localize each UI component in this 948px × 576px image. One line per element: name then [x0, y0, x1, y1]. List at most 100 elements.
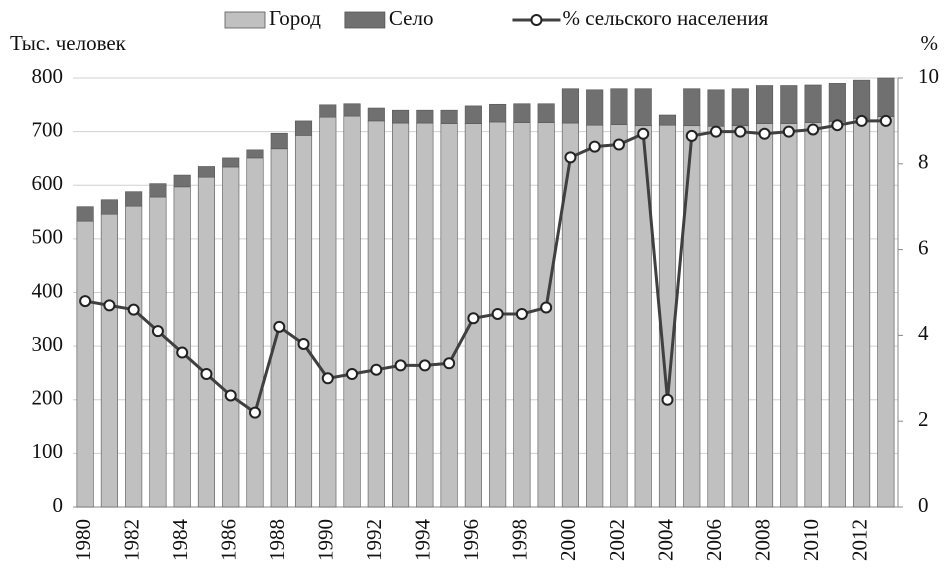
x-tick-label: 1980	[71, 519, 95, 561]
bar-segment	[828, 121, 846, 508]
bar-segment	[197, 166, 216, 178]
x-tick-label: 2012	[847, 519, 871, 561]
bar-segment	[367, 107, 385, 122]
bar-segment	[440, 123, 458, 508]
y-tick-label: 600	[32, 171, 64, 195]
bar-segment	[877, 77, 895, 117]
bar-segment	[780, 85, 798, 124]
bar-segment	[246, 157, 264, 508]
bar-segment	[222, 166, 240, 508]
bar-segment	[343, 115, 361, 508]
line-marker	[855, 114, 868, 127]
x-tick-label: 1990	[314, 519, 338, 561]
line-marker	[151, 325, 164, 338]
y2-tick-label: 10	[918, 64, 939, 88]
line-marker	[612, 138, 625, 151]
y2-tick-label: 2	[918, 407, 929, 431]
bar-segment	[100, 213, 118, 508]
line-marker	[782, 125, 795, 138]
line-marker	[248, 406, 261, 419]
y-tick-label: 800	[32, 64, 64, 88]
bar-segment	[513, 103, 531, 123]
y-tick-label: 200	[32, 386, 64, 410]
bar-segment	[707, 125, 725, 508]
legend-marker	[530, 14, 543, 26]
line-marker	[103, 299, 116, 312]
bar-segment	[780, 123, 798, 508]
line-marker	[418, 359, 431, 372]
y2-tick-label: 6	[918, 235, 929, 259]
bar-segment	[76, 206, 94, 222]
line-marker	[515, 307, 528, 320]
bar-segment	[853, 118, 871, 508]
y-tick-label: 500	[32, 225, 64, 249]
bar-segment	[222, 157, 240, 168]
y2-axis-title: %	[921, 31, 939, 55]
legend-label: Село	[389, 6, 434, 30]
x-tick-label: 1984	[168, 519, 192, 562]
bar-segment	[489, 103, 507, 123]
y-tick-label: 700	[32, 117, 64, 141]
bar-segment	[731, 88, 749, 127]
bar-segment	[294, 120, 313, 136]
bar-segment	[731, 125, 749, 508]
bar-segment	[197, 176, 216, 508]
bar-segment	[367, 120, 385, 508]
bar-segment	[246, 149, 264, 159]
bar-segment	[392, 109, 410, 124]
y-tick-label: 400	[32, 278, 64, 302]
bar-segment	[828, 83, 846, 122]
line-marker	[710, 125, 723, 138]
bar-segment	[125, 205, 143, 508]
line-marker	[637, 127, 650, 140]
bar-segment	[804, 84, 822, 123]
line-marker	[491, 307, 504, 320]
line-marker	[588, 140, 601, 153]
line-marker	[297, 337, 310, 350]
x-tick-label: 2008	[750, 519, 774, 561]
x-tick-label: 2010	[799, 519, 823, 561]
bar-segment	[561, 88, 579, 124]
x-tick-label: 2006	[702, 519, 726, 561]
bar-segment	[877, 116, 895, 508]
bar-segment	[804, 122, 822, 508]
line-marker	[564, 151, 577, 164]
line-marker	[273, 320, 286, 333]
legend-label: Город	[269, 6, 321, 30]
bar-segment	[707, 89, 725, 127]
x-tick-label: 1998	[508, 519, 532, 561]
line-marker	[79, 295, 92, 308]
bar-segment	[853, 79, 871, 120]
bar-segment	[537, 122, 555, 508]
bar-segment	[586, 89, 604, 126]
line-series	[84, 119, 886, 416]
line-marker	[467, 312, 480, 325]
x-tick-label: 1982	[119, 519, 143, 561]
y-axis-title: Тыс. человек	[10, 31, 127, 55]
bar-segment	[561, 122, 579, 508]
bar-segment	[125, 191, 143, 207]
x-tick-label: 2000	[556, 519, 580, 561]
bar-segment	[149, 196, 167, 508]
x-tick-label: 1992	[362, 519, 386, 561]
line-marker	[661, 393, 674, 406]
bar-segment	[537, 103, 555, 123]
bar-segment	[586, 124, 604, 508]
bar-segment	[100, 199, 118, 215]
y-tick-label: 0	[53, 493, 64, 517]
x-tick-label: 2002	[605, 519, 629, 561]
line-marker	[200, 368, 213, 381]
x-tick-label: 1996	[459, 519, 483, 561]
line-marker	[758, 127, 771, 140]
line-marker	[831, 119, 844, 132]
line-marker	[176, 346, 189, 359]
y-tick-label: 300	[32, 332, 64, 356]
line-marker	[346, 368, 359, 381]
x-tick-label: 1994	[411, 519, 435, 562]
bar-segment	[270, 132, 288, 150]
y-tick-label: 100	[32, 439, 64, 463]
line-marker	[370, 363, 383, 376]
bar-segment	[683, 88, 701, 127]
legend-swatch	[344, 11, 386, 29]
